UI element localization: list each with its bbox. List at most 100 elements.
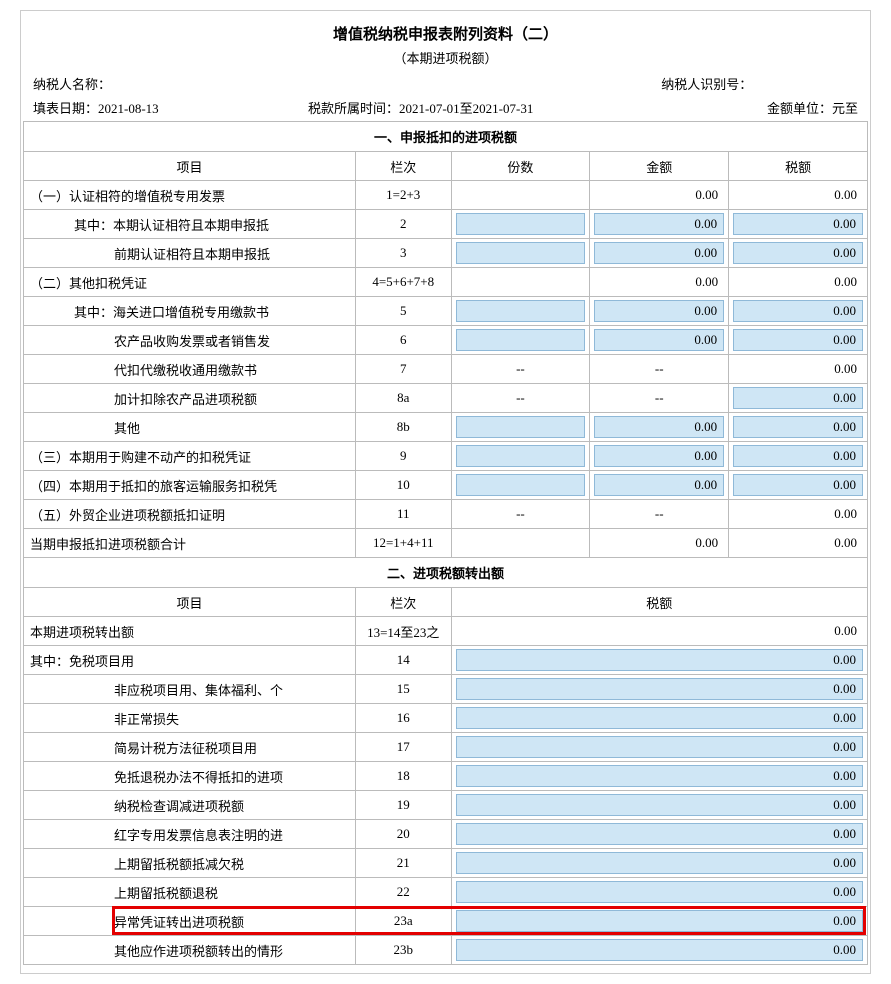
shui-input[interactable]: 0.00	[456, 939, 863, 961]
fen-input[interactable]	[456, 300, 586, 322]
table-row: 加计扣除农产品进项税额8a----0.00	[24, 384, 868, 413]
row-jin-cell: 0.00	[590, 413, 729, 442]
row-shui-cell: 0.00	[451, 617, 867, 646]
row-item: 其他	[24, 413, 356, 442]
shui-input[interactable]: 0.00	[456, 881, 863, 903]
table-row: 当期申报抵扣进项税额合计12=1+4+110.000.00	[24, 529, 868, 558]
row-item: 代扣代缴税收通用缴款书	[24, 355, 356, 384]
shui-input[interactable]: 0.00	[733, 213, 863, 235]
row-item: 本期进项税转出额	[24, 617, 356, 646]
jin-input[interactable]: 0.00	[594, 213, 724, 235]
table-row: 免抵退税办法不得抵扣的进项180.00	[24, 762, 868, 791]
shui-input[interactable]: 0.00	[733, 387, 863, 409]
tax-table: 一、申报抵扣的进项税额 项目 栏次 份数 金额 税额 （一）认证相符的增值税专用…	[23, 121, 868, 965]
row-jin-cell: 0.00	[590, 529, 729, 558]
row-jin-cell: 0.00	[590, 471, 729, 500]
period-value: 2021-07-01至2021-07-31	[399, 101, 533, 116]
fen-input[interactable]	[456, 213, 586, 235]
row-shui-cell: 0.00	[451, 733, 867, 762]
shui-input[interactable]: 0.00	[456, 794, 863, 816]
row-shui-cell: 0.00	[451, 907, 867, 936]
jin-input[interactable]: 0.00	[594, 445, 724, 467]
row-idx: 15	[355, 675, 451, 704]
fen-input[interactable]	[456, 445, 586, 467]
col-fen: 份数	[451, 152, 590, 181]
row-item: 红字专用发票信息表注明的进	[24, 820, 356, 849]
row-shui-cell: 0.00	[729, 268, 868, 297]
table-row: 上期留抵税额抵减欠税210.00	[24, 849, 868, 878]
shui-input[interactable]: 0.00	[456, 678, 863, 700]
shui-input[interactable]: 0.00	[733, 329, 863, 351]
row-fen-cell	[451, 239, 590, 268]
table-row: （五）外贸企业进项税额抵扣证明11----0.00	[24, 500, 868, 529]
row-idx: 8a	[355, 384, 451, 413]
col-item: 项目	[24, 152, 356, 181]
fen-input[interactable]	[456, 329, 586, 351]
fen-input[interactable]	[456, 474, 586, 496]
row-jin-cell: 0.00	[590, 210, 729, 239]
shui-input[interactable]: 0.00	[456, 765, 863, 787]
row-fen-cell	[451, 181, 590, 210]
col2-item: 项目	[24, 588, 356, 617]
table-row: 红字专用发票信息表注明的进200.00	[24, 820, 868, 849]
col-shui: 税额	[729, 152, 868, 181]
row-item: （二）其他扣税凭证	[24, 268, 356, 297]
table-row: 其中：本期认证相符且本期申报抵20.000.00	[24, 210, 868, 239]
row-idx: 4=5+6+7+8	[355, 268, 451, 297]
jin-input[interactable]: 0.00	[594, 329, 724, 351]
row-fen-cell	[451, 442, 590, 471]
row-item: 当期申报抵扣进项税额合计	[24, 529, 356, 558]
shui-input[interactable]: 0.00	[456, 910, 863, 932]
shui-input[interactable]: 0.00	[456, 707, 863, 729]
row-idx: 17	[355, 733, 451, 762]
row-shui-cell: 0.00	[729, 239, 868, 268]
table-row: 非正常损失160.00	[24, 704, 868, 733]
row-idx: 22	[355, 878, 451, 907]
row-fen-cell: --	[451, 500, 590, 529]
row-idx: 10	[355, 471, 451, 500]
taxpayer-id-label: 纳税人识别号：	[661, 77, 752, 92]
table-row: 上期留抵税额退税220.00	[24, 878, 868, 907]
table-row: 简易计税方法征税项目用170.00	[24, 733, 868, 762]
row-item: 纳税检查调减进项税额	[24, 791, 356, 820]
row-shui-cell: 0.00	[729, 529, 868, 558]
row-shui-cell: 0.00	[729, 442, 868, 471]
col2-idx: 栏次	[355, 588, 451, 617]
table-row: 纳税检查调减进项税额190.00	[24, 791, 868, 820]
row-shui-cell: 0.00	[729, 384, 868, 413]
row-idx: 6	[355, 326, 451, 355]
row-shui-cell: 0.00	[451, 675, 867, 704]
shui-input[interactable]: 0.00	[733, 474, 863, 496]
header-row-1: 纳税人名称： 纳税人识别号：	[21, 73, 870, 97]
shui-input[interactable]: 0.00	[733, 300, 863, 322]
page-subtitle: （本期进项税额）	[21, 48, 870, 73]
row-item: （三）本期用于购建不动产的扣税凭证	[24, 442, 356, 471]
taxpayer-name-label: 纳税人名称：	[33, 77, 111, 92]
fen-input[interactable]	[456, 242, 586, 264]
table-row: 异常凭证转出进项税额23a0.00	[24, 907, 868, 936]
row-shui-cell: 0.00	[729, 500, 868, 529]
jin-input[interactable]: 0.00	[594, 416, 724, 438]
row-idx: 5	[355, 297, 451, 326]
jin-input[interactable]: 0.00	[594, 474, 724, 496]
table-row: 农产品收购发票或者销售发60.000.00	[24, 326, 868, 355]
fill-date-label: 填表日期：	[33, 101, 98, 116]
fen-input[interactable]	[456, 416, 586, 438]
row-idx: 18	[355, 762, 451, 791]
table-row: 其中：免税项目用140.00	[24, 646, 868, 675]
table-row: （一）认证相符的增值税专用发票1=2+30.000.00	[24, 181, 868, 210]
shui-input[interactable]: 0.00	[733, 445, 863, 467]
shui-input[interactable]: 0.00	[456, 736, 863, 758]
row-jin-cell: --	[590, 500, 729, 529]
shui-input[interactable]: 0.00	[733, 416, 863, 438]
jin-input[interactable]: 0.00	[594, 242, 724, 264]
row-jin-cell: --	[590, 355, 729, 384]
period-label: 税款所属时间：	[308, 101, 399, 116]
section1-title: 一、申报抵扣的进项税额	[24, 122, 868, 152]
row-fen-cell	[451, 326, 590, 355]
shui-input[interactable]: 0.00	[733, 242, 863, 264]
jin-input[interactable]: 0.00	[594, 300, 724, 322]
shui-input[interactable]: 0.00	[456, 649, 863, 671]
shui-input[interactable]: 0.00	[456, 852, 863, 874]
shui-input[interactable]: 0.00	[456, 823, 863, 845]
